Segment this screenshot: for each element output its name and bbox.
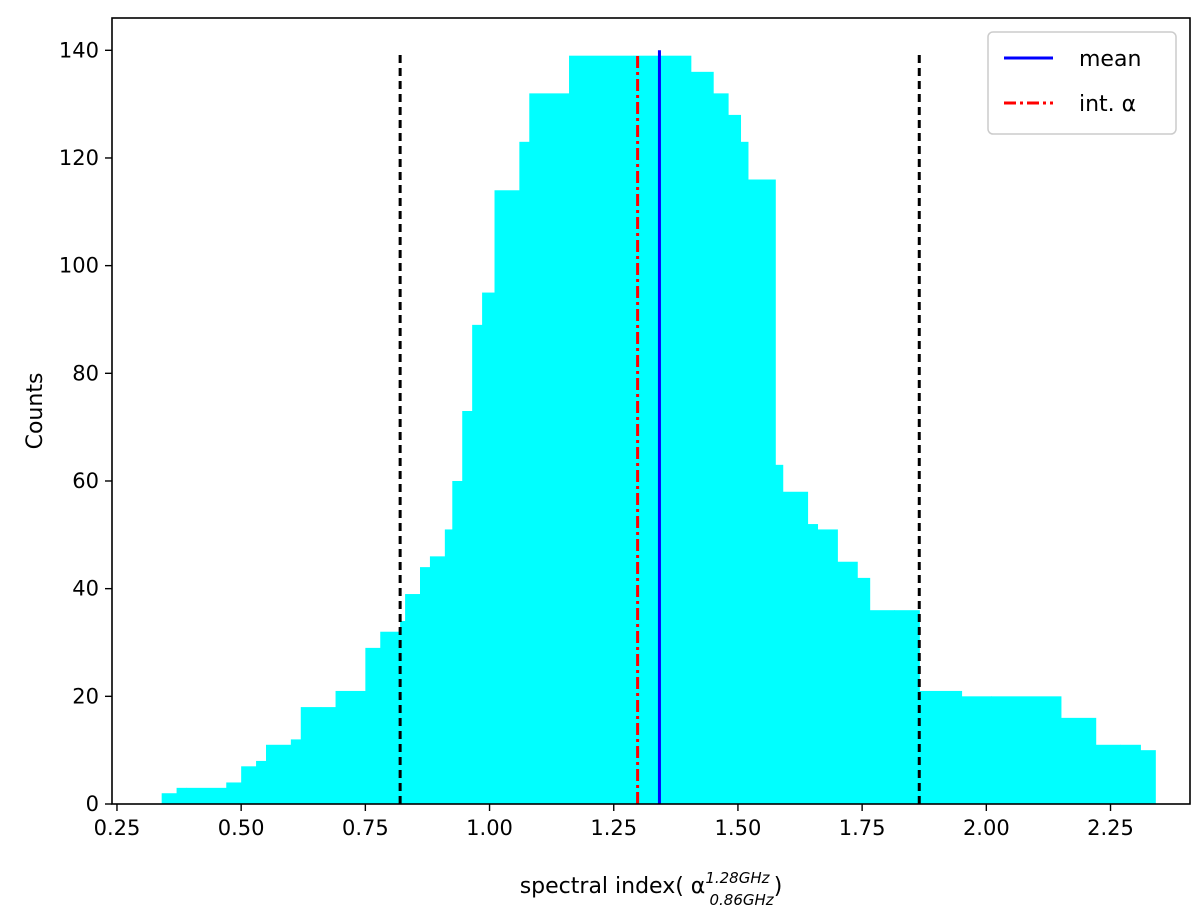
histogram-bar — [919, 690, 963, 804]
histogram-bar — [176, 787, 188, 804]
y-tick-label: 0 — [86, 792, 99, 816]
x-axis-label: spectral index( α1.28GHz 0.86GHz) — [520, 869, 783, 909]
histogram-bar — [365, 647, 381, 804]
y-tick-label: 60 — [72, 469, 99, 493]
histogram-bar — [894, 610, 920, 804]
histogram-bar — [869, 610, 896, 804]
histogram-bar — [161, 793, 178, 804]
histogram-bar — [482, 292, 496, 804]
x-axis-label-close: ) — [774, 874, 783, 899]
x-tick-label: 1.50 — [715, 816, 762, 840]
x-tick-label: 1.25 — [590, 816, 637, 840]
histogram-bar — [452, 480, 463, 804]
histogram-bar — [837, 561, 858, 804]
x-tick-label: 2.00 — [963, 816, 1010, 840]
histogram-bar — [1120, 744, 1141, 804]
histogram-bar — [519, 141, 530, 805]
histogram-bar — [462, 411, 473, 804]
histogram-bar — [775, 464, 784, 804]
x-tick-label: 2.25 — [1087, 816, 1134, 840]
histogram-bar — [569, 55, 635, 804]
x-axis-label-sup: 1.28GHz — [705, 869, 770, 887]
histogram-bar — [266, 744, 292, 804]
y-tick-label: 20 — [72, 684, 99, 708]
histogram-bar — [290, 739, 302, 804]
histogram-bar — [529, 93, 570, 804]
histogram-bar — [633, 55, 692, 804]
histogram-bar — [226, 782, 242, 804]
histogram-bar — [241, 766, 257, 804]
legend-int-label: int. α — [1079, 92, 1136, 117]
histogram-bar — [444, 529, 453, 804]
histogram-bar — [747, 179, 776, 805]
x-tick-label: 0.75 — [342, 816, 389, 840]
x-axis-label-sub: 0.86GHz — [710, 891, 775, 909]
histogram-bar — [991, 696, 1062, 804]
y-axis-ticks: 0 20 40 60 80 100 120 140 — [59, 38, 112, 816]
y-tick-label: 140 — [59, 38, 99, 62]
histogram-bar — [186, 787, 227, 804]
histogram-bar — [1060, 717, 1097, 804]
histogram-bar — [405, 594, 421, 804]
histogram-bar — [320, 707, 337, 804]
histogram-bar — [472, 324, 483, 804]
plot-frame — [111, 17, 1191, 805]
histogram-bar — [400, 620, 406, 804]
x-tick-label: 0.50 — [218, 816, 265, 840]
histogram-bar — [494, 190, 520, 804]
histogram-bar — [857, 577, 871, 804]
histogram-bar — [807, 524, 819, 804]
histogram-bar — [817, 529, 838, 804]
legend-mean-label: mean — [1079, 47, 1141, 72]
x-tick-label: 1.75 — [839, 816, 886, 840]
histogram-bar — [961, 696, 992, 804]
histogram-bar — [335, 690, 366, 804]
histogram-bar — [300, 707, 322, 804]
histogram-bar — [1095, 744, 1122, 804]
histogram-bars — [161, 55, 1156, 805]
histogram-bar — [713, 93, 729, 804]
x-tick-label: 1.00 — [466, 816, 513, 840]
x-axis-ticks: 0.25 0.50 0.75 1.00 1.25 1.50 1.75 2.00 2.25 — [94, 804, 1134, 840]
histogram-bar — [429, 556, 446, 804]
legend: mean int. α — [987, 31, 1177, 135]
y-tick-label: 100 — [59, 254, 99, 278]
reference-lines — [398, 50, 921, 804]
y-tick-label: 80 — [72, 361, 99, 385]
histogram-bar — [380, 631, 401, 804]
histogram-bar — [728, 114, 742, 804]
x-tick-label: 0.25 — [94, 816, 141, 840]
y-tick-label: 120 — [59, 146, 99, 170]
histogram-bar — [1140, 750, 1156, 804]
histogram-bar — [740, 141, 749, 805]
y-tick-label: 40 — [72, 577, 99, 601]
x-axis-label-main: spectral index( α — [520, 874, 706, 899]
y-axis-label: Counts — [23, 373, 48, 450]
histogram-bar — [690, 71, 714, 804]
histogram-bar — [256, 760, 267, 804]
histogram-bar — [782, 491, 809, 804]
histogram-bar — [420, 567, 431, 804]
